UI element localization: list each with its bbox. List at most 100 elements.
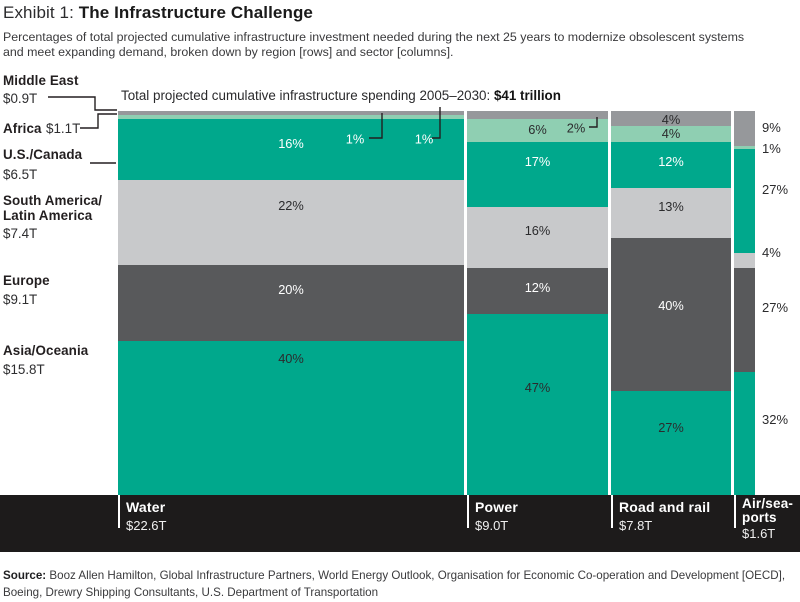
region-label-africa: Africa $1.1T	[3, 120, 80, 138]
column-road-and-rail: 4% 4% 12% 13% 40% 27%	[611, 111, 731, 495]
air-seaports-value: 4%	[762, 245, 781, 260]
region-label-south-america: South America/ Latin America $7.4T	[3, 193, 103, 241]
sector-name: Road and rail	[619, 499, 711, 515]
footer-tick-power	[467, 495, 469, 528]
subtitle-line-2: and meet expanding demand, broken down b…	[3, 45, 454, 59]
callout-value: 1%	[414, 131, 434, 147]
source-label: Source:	[3, 569, 50, 582]
segment-value: 17%	[524, 153, 551, 169]
segment-value: 6%	[528, 121, 547, 137]
region-value: $9.1T	[3, 291, 38, 307]
title-main: The Infrastructure Challenge	[78, 3, 313, 22]
region-name: Asia/Oceania	[3, 343, 89, 358]
sector-label-road-and-rail: Road and rail $7.8T	[619, 500, 710, 533]
region-value: $7.4T	[3, 226, 38, 241]
subtitle-line-1: Percentages of total projected cumulativ…	[3, 30, 745, 44]
segment-middle_east	[467, 111, 608, 119]
region-value: $1.1T	[46, 121, 81, 136]
segment-south_america: 16%	[467, 206, 608, 269]
column-air-seaports	[734, 111, 755, 495]
air-seaports-value: 27%	[762, 300, 789, 315]
segment-south_america: 22%	[118, 180, 464, 265]
segment-value: 12%	[524, 280, 551, 296]
segment-value: 16%	[524, 222, 551, 238]
segment-us_canada: 12%	[611, 141, 731, 188]
air-seaports-value: 9%	[762, 120, 781, 135]
total-spending-annotation: Total projected cumulative infrastructur…	[121, 88, 561, 103]
region-name-line2: Latin America	[3, 207, 93, 223]
segment-value: 4%	[661, 112, 681, 127]
segment-value: 27%	[658, 420, 684, 436]
region-value: $6.5T	[3, 166, 38, 182]
segment-europe: 40%	[611, 237, 731, 392]
footer-tick-water	[118, 495, 120, 528]
sector-total: $1.6T	[742, 526, 776, 541]
segment-value: 20%	[278, 281, 304, 297]
segment-us_canada	[734, 149, 755, 254]
sector-name: Air/sea-ports	[742, 496, 794, 525]
sector-name: Water	[126, 499, 166, 515]
segment-middle_east: 4%	[611, 111, 731, 127]
segment-value: 40%	[658, 297, 684, 313]
region-value: $0.9T	[3, 90, 38, 106]
region-label-asia-oceania: Asia/Oceania $15.8T	[3, 343, 89, 377]
region-name: Middle East	[3, 73, 79, 88]
sector-label-water: Water $22.6T	[126, 500, 166, 533]
segment-middle_east	[734, 111, 755, 146]
segment-value: 13%	[658, 198, 684, 214]
sector-label-air-seaports: Air/sea-ports $1.6T	[742, 497, 798, 541]
mekko-chart: 16% 22% 20% 40% 6% 17% 16% 12% 47% 4% 4% 12% 13% 40% 2…	[0, 111, 800, 495]
region-label-europe: Europe $9.1T	[3, 273, 50, 307]
segment-africa	[734, 145, 755, 150]
source-text-1: Booz Allen Hamilton, Global Infrastructu…	[49, 569, 786, 582]
segment-value: 4%	[661, 126, 681, 142]
segment-value: 40%	[278, 351, 304, 367]
column-water: 16% 22% 20% 40%	[118, 111, 464, 495]
annotation-text: Total projected cumulative infrastructur…	[121, 88, 494, 103]
footer-tick-road-and-rail	[611, 495, 613, 528]
segment-africa	[118, 114, 464, 119]
air-seaports-value: 27%	[762, 182, 789, 197]
region-name: Africa	[3, 121, 42, 136]
air-seaports-value: 32%	[762, 412, 789, 427]
segment-value: 22%	[278, 198, 304, 214]
segment-europe: 12%	[467, 268, 608, 315]
segment-middle_east	[118, 111, 464, 115]
air-seaports-value: 1%	[762, 141, 781, 156]
region-name: U.S./Canada	[3, 147, 83, 162]
segment-value: 16%	[278, 135, 304, 151]
callout-value: 1%	[345, 131, 365, 147]
region-name-line1: South America/	[3, 193, 103, 208]
segment-africa: 4%	[611, 126, 731, 142]
column-power: 6% 17% 16% 12% 47%	[467, 111, 608, 495]
sector-total: $22.6T	[126, 517, 167, 533]
sector-label-power: Power $9.0T	[475, 500, 518, 533]
segment-asia_oceania	[734, 372, 755, 495]
source-line-2: Boeing, Drewry Shipping Consultants, U.S…	[3, 586, 379, 599]
segment-asia_oceania: 47%	[467, 314, 608, 495]
segment-us_canada: 16%	[118, 118, 464, 181]
title-prefix: Exhibit 1:	[3, 3, 79, 22]
region-label-middle-east: Middle East $0.9T	[3, 73, 79, 106]
source-line-1: Source: Booz Allen Hamilton, Global Infr…	[3, 569, 785, 582]
annotation-total: $41 trillion	[493, 88, 561, 103]
segment-europe: 20%	[118, 264, 464, 342]
segment-us_canada: 17%	[467, 141, 608, 207]
region-name: Europe	[3, 273, 50, 288]
segment-africa: 6%	[467, 118, 608, 142]
callout-value: 2%	[566, 120, 586, 136]
region-value: $15.8T	[3, 361, 45, 377]
footer-tick-air-seaports	[734, 495, 736, 528]
segment-asia_oceania: 27%	[611, 391, 731, 495]
page-title: Exhibit 1: The Infrastructure Challenge	[3, 3, 313, 23]
segment-south_america: 13%	[611, 187, 731, 238]
sector-total: $7.8T	[619, 517, 653, 533]
segment-asia_oceania: 40%	[118, 341, 464, 495]
segment-value: 12%	[658, 153, 684, 169]
sector-total: $9.0T	[475, 517, 509, 533]
segment-value: 47%	[524, 380, 551, 396]
segment-europe	[734, 268, 755, 373]
sector-name: Power	[475, 499, 519, 515]
segment-south_america	[734, 253, 755, 269]
